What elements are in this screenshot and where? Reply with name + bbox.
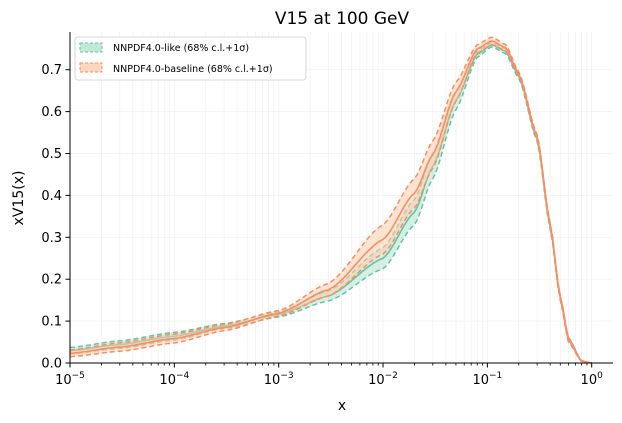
y-tick-label: 0.5 [41, 147, 62, 162]
series-band-0 [70, 42, 592, 364]
y-tick-label: 0.7 [41, 63, 62, 78]
x-tick-label: 10−5 [55, 371, 85, 388]
legend-frame [74, 36, 307, 81]
legend-swatch-baseline [79, 62, 103, 73]
legend-label-baseline: NNPDF4.0-baseline (68% c.l.+1σ) [113, 64, 273, 75]
ticks: 10−5 10−4 10−3 10−2 10−1 100 0.0 0.1 0.2 0.3 0.4 0.… [41, 63, 603, 388]
x-tick-label: 100 [581, 371, 604, 388]
series-lower-0 [69, 46, 592, 364]
y-tick-label: 0.0 [41, 357, 62, 372]
legend-label-like: NNPDF4.0-like (68% c.l.+1σ) [113, 43, 249, 54]
series-bands [69, 36, 592, 364]
legend: NNPDF4.0-like (68% c.l.+1σ) NNPDF4.0-bas… [74, 36, 307, 81]
series-upper-1 [69, 36, 592, 364]
x-axis-label: x [338, 398, 346, 414]
y-tick-label: 0.6 [41, 105, 62, 120]
x-tick-label: 10−1 [472, 371, 502, 388]
legend-swatch-like [79, 42, 103, 53]
chart-title: V15 at 100 GeV [275, 9, 410, 29]
y-tick-label: 0.1 [41, 315, 62, 330]
y-tick-label: 0.3 [41, 231, 62, 246]
series-line-1 [69, 40, 592, 364]
x-tick-label: 10−2 [368, 371, 398, 388]
x-tick-label: 10−4 [159, 371, 189, 388]
y-tick-label: 0.2 [41, 273, 62, 288]
y-axis-label: xV15(x) [11, 171, 27, 226]
x-tick-label: 10−3 [264, 371, 294, 388]
y-tick-label: 0.4 [41, 189, 62, 204]
grid [69, 32, 613, 364]
